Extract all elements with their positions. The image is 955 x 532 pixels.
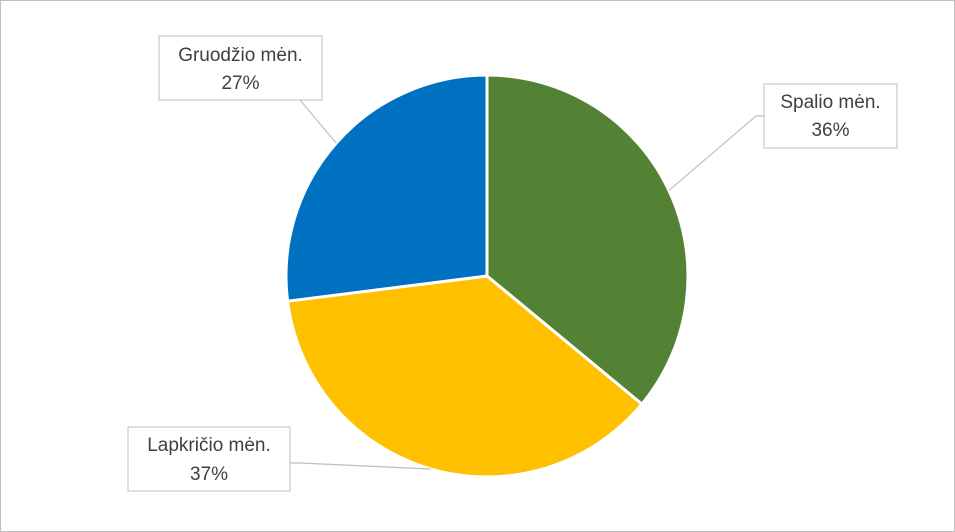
pie-slice-gruodzio: [284, 73, 489, 303]
slice-value-lapkricio: 37%: [190, 464, 228, 485]
callout-spalio: Spalio mėn. 36%: [763, 83, 898, 149]
slice-value-gruodzio: 27%: [221, 73, 259, 94]
leader-lines: [290, 99, 764, 470]
pie-slices: [284, 73, 690, 479]
slice-label-lapkricio: Lapkričio mėn.: [147, 435, 271, 456]
leader-line-gruodzio: [299, 99, 337, 144]
slice-value-spalio: 36%: [811, 120, 849, 141]
slice-label-spalio: Spalio mėn.: [780, 92, 880, 113]
data-label-callouts: Spalio mėn. 36% Lapkričio mėn. 37% Gruod…: [127, 35, 898, 492]
callout-gruodzio: Gruodžio mėn. 27%: [158, 35, 323, 101]
leader-line-spalio: [668, 115, 764, 191]
slice-label-gruodzio: Gruodžio mėn.: [178, 45, 303, 66]
callout-lapkricio: Lapkričio mėn. 37%: [127, 426, 291, 492]
pie-slice-spalio: [485, 73, 690, 406]
pie-slice-lapkricio: [286, 274, 644, 479]
leader-line-lapkricio: [290, 462, 431, 470]
